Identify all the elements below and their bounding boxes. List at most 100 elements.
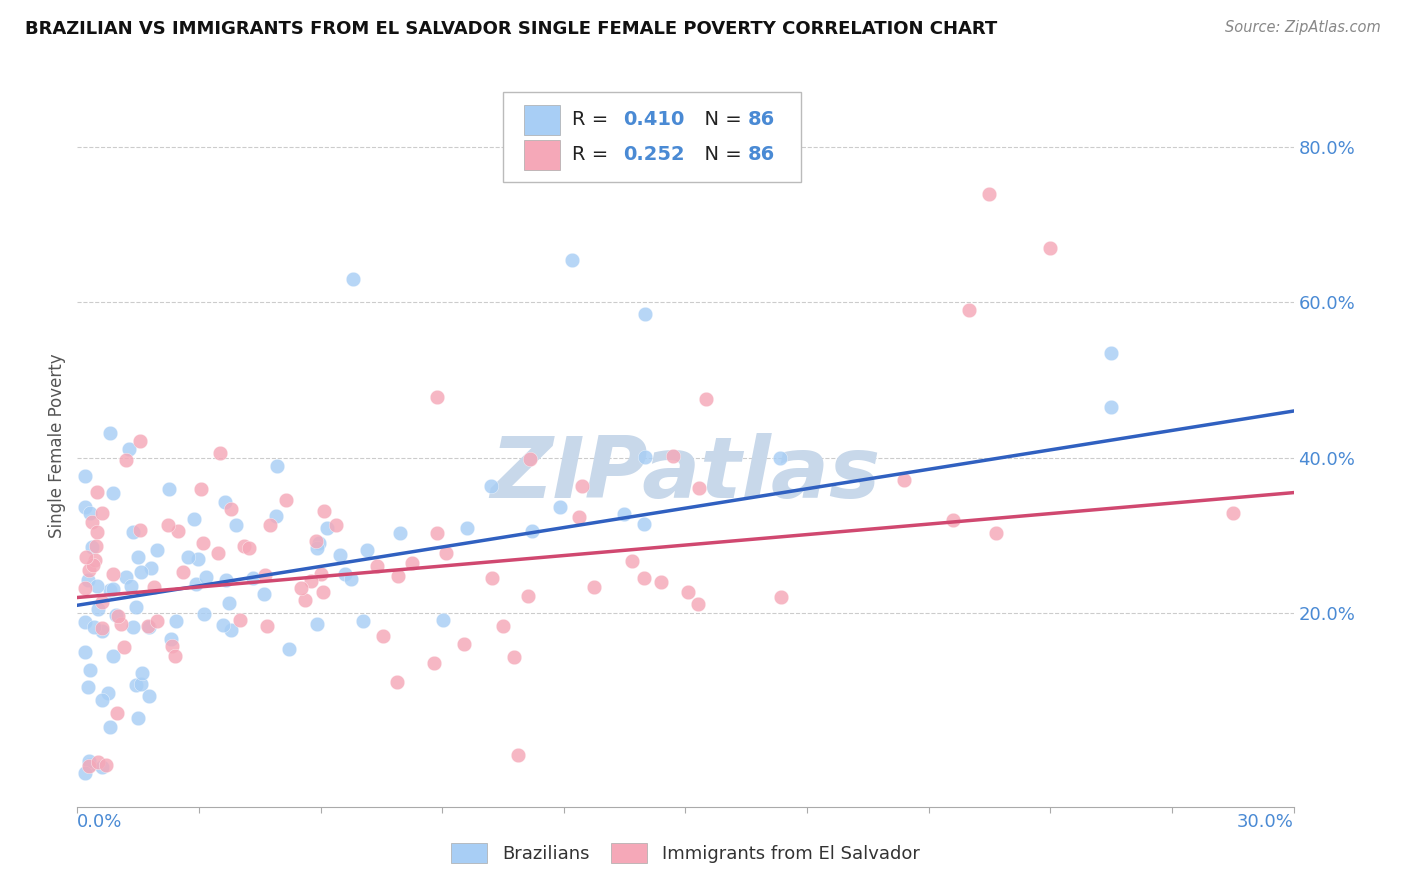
Point: [309, 566, 332, 581]
Point: [90, 760, 112, 774]
Point: [225, 517, 247, 532]
Point: [157, 517, 180, 532]
Point: [290, 582, 312, 596]
Point: [522, 524, 544, 539]
Point: [229, 613, 252, 627]
Point: [87, 601, 110, 615]
Point: [423, 656, 446, 670]
Point: [77, 563, 100, 577]
Point: [157, 482, 180, 496]
Point: [79, 757, 101, 772]
Point: [1039, 241, 1062, 255]
Point: [571, 479, 593, 493]
Point: [83, 553, 105, 567]
Point: [356, 542, 378, 557]
Point: [613, 507, 636, 521]
Point: [172, 566, 194, 580]
Point: [329, 548, 352, 562]
Point: [122, 524, 145, 539]
Point: [131, 665, 153, 680]
Point: [634, 307, 657, 321]
Point: [127, 711, 149, 725]
Point: [86, 484, 108, 499]
Point: [160, 632, 183, 647]
Text: 0.410: 0.410: [623, 110, 685, 129]
Point: [142, 580, 165, 594]
Point: [957, 303, 980, 318]
Point: [388, 525, 411, 540]
Point: [561, 252, 583, 267]
Point: [100, 426, 122, 441]
Point: [979, 186, 1001, 201]
Point: [82, 558, 104, 572]
Point: [335, 567, 357, 582]
Point: [582, 580, 605, 594]
Point: [79, 754, 101, 768]
Point: [371, 629, 394, 643]
Point: [84, 539, 107, 553]
Point: [253, 587, 276, 601]
Point: [90, 624, 112, 638]
Point: [207, 546, 229, 560]
Point: [294, 592, 316, 607]
Point: [238, 541, 260, 556]
Point: [101, 566, 124, 581]
Point: [165, 648, 187, 663]
Point: [128, 434, 150, 449]
Point: [190, 483, 212, 497]
Point: [479, 479, 502, 493]
Text: N =: N =: [692, 145, 748, 164]
Point: [75, 582, 97, 596]
Point: [426, 390, 449, 404]
Point: [86, 755, 108, 769]
Point: [307, 616, 329, 631]
Point: [1099, 345, 1122, 359]
Point: [315, 521, 337, 535]
Text: R =: R =: [572, 110, 614, 129]
Point: [769, 591, 792, 605]
Point: [1222, 507, 1244, 521]
Bar: [523, 140, 560, 170]
Point: [129, 677, 152, 691]
Point: [387, 569, 409, 583]
Point: [186, 577, 208, 591]
Point: [219, 502, 242, 516]
Point: [305, 541, 328, 556]
Point: [115, 569, 138, 583]
Point: [942, 512, 965, 526]
Point: [986, 525, 1008, 540]
Point: [105, 607, 128, 622]
Point: [481, 571, 503, 585]
Point: [242, 571, 264, 585]
Point: [769, 451, 792, 466]
Point: [75, 500, 97, 515]
Point: [187, 551, 209, 566]
Point: [366, 558, 388, 573]
Point: [218, 596, 240, 610]
Bar: [523, 105, 560, 136]
Point: [299, 574, 322, 589]
Text: BRAZILIAN VS IMMIGRANTS FROM EL SALVADOR SINGLE FEMALE POVERTY CORRELATION CHART: BRAZILIAN VS IMMIGRANTS FROM EL SALVADOR…: [25, 20, 998, 37]
Point: [112, 640, 135, 654]
Point: [160, 640, 183, 654]
Point: [215, 573, 238, 587]
Point: [519, 452, 541, 467]
Point: [98, 720, 121, 734]
Point: [312, 584, 335, 599]
Point: [90, 621, 112, 635]
Text: 0.252: 0.252: [623, 145, 685, 164]
Text: Source: ZipAtlas.com: Source: ZipAtlas.com: [1225, 20, 1381, 35]
Point: [138, 689, 160, 703]
Point: [194, 570, 217, 584]
Text: ZIPatlas: ZIPatlas: [491, 434, 880, 516]
Text: 30.0%: 30.0%: [1237, 814, 1294, 831]
Point: [401, 557, 423, 571]
Point: [266, 459, 288, 474]
Point: [456, 521, 478, 535]
Point: [77, 680, 100, 694]
Point: [177, 550, 200, 565]
Point: [492, 619, 515, 633]
Point: [120, 579, 142, 593]
Point: [193, 607, 215, 622]
Text: 86: 86: [748, 145, 775, 164]
